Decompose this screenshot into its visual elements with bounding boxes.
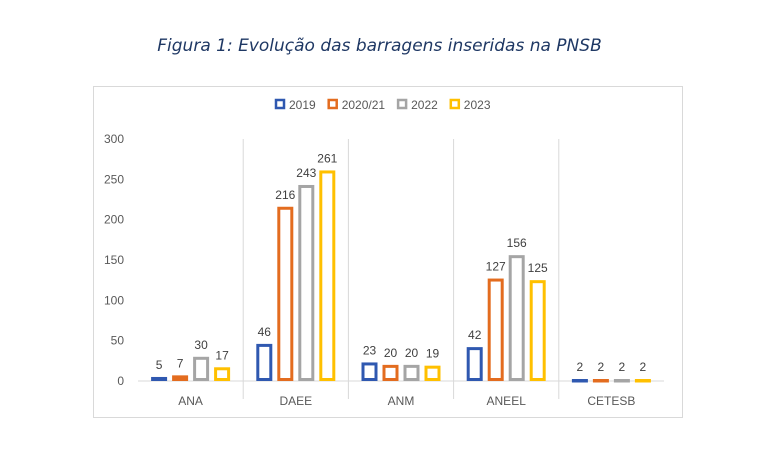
data-label: 243 xyxy=(296,166,316,180)
bar-2023-aneel xyxy=(529,280,546,382)
bar-2020-21-cetesb xyxy=(592,379,609,383)
data-label: 127 xyxy=(486,260,506,274)
data-label: 42 xyxy=(468,328,482,342)
data-label: 23 xyxy=(363,343,377,357)
bar-2023-cetesb xyxy=(634,379,651,383)
bar-2022-cetesb xyxy=(613,379,630,383)
legend-swatch xyxy=(396,98,408,110)
data-label: 46 xyxy=(258,325,272,339)
y-tick-label: 150 xyxy=(104,253,124,267)
legend-swatch xyxy=(274,98,286,110)
y-tick-label: 300 xyxy=(104,132,124,146)
data-label: 2 xyxy=(577,360,584,374)
chart-area: 0 50 100 150 200 250 300 5 7 30 17 ANA 46 216 243 261 DA… xyxy=(93,86,683,418)
legend-swatch xyxy=(449,98,461,110)
bar-2019-aneel xyxy=(466,347,483,381)
bar-2023-ana xyxy=(214,367,231,381)
legend-entry: 2019 xyxy=(289,98,316,112)
y-tick-label: 50 xyxy=(111,334,125,348)
bar-2022-aneel xyxy=(508,255,525,381)
bar-2019-ana xyxy=(151,376,168,382)
legend-entry: 2023 xyxy=(464,98,491,112)
data-label: 261 xyxy=(317,151,337,165)
bar-2020-21-daee xyxy=(277,206,294,382)
data-label: 7 xyxy=(177,356,184,370)
bar-2020-21-aneel xyxy=(487,278,504,381)
data-label: 156 xyxy=(507,236,527,250)
figure-title: Figura 1: Evolução das barragens inserid… xyxy=(157,36,602,56)
bar-2023-daee xyxy=(319,170,336,381)
data-label: 30 xyxy=(194,338,208,352)
data-label: 20 xyxy=(405,346,419,360)
category-label-aneel: ANEEL xyxy=(487,394,527,408)
data-label: 2 xyxy=(619,360,626,374)
bar-2022-daee xyxy=(298,184,315,382)
category-label-anm: ANM xyxy=(388,394,415,408)
y-tick-label: 0 xyxy=(117,374,124,388)
bar-2022-ana xyxy=(193,356,210,381)
bar-2019-daee xyxy=(256,343,273,382)
category-label-ana: ANA xyxy=(178,394,203,408)
data-label: 17 xyxy=(215,348,229,362)
data-label: 125 xyxy=(528,261,548,275)
y-tick-label: 200 xyxy=(104,213,124,227)
bar-2020-21-anm xyxy=(382,364,399,382)
legend-entry: 2020/21 xyxy=(342,98,386,112)
y-tick-label: 250 xyxy=(104,172,124,186)
y-tick-label: 100 xyxy=(104,293,124,307)
data-label: 19 xyxy=(426,347,440,361)
bar-2023-anm xyxy=(424,365,441,382)
category-label-daee: DAEE xyxy=(279,394,312,408)
bar-2019-cetesb xyxy=(571,379,588,383)
bar-2019-anm xyxy=(361,362,378,381)
bar-2020-21-ana xyxy=(172,375,189,381)
data-label: 20 xyxy=(384,346,398,360)
legend-swatch xyxy=(327,98,338,110)
legend-entry: 2022 xyxy=(411,98,438,112)
data-label: 5 xyxy=(156,358,163,372)
data-label: 2 xyxy=(640,360,647,374)
bar-2022-anm xyxy=(403,364,420,382)
category-label-cetesb: CETESB xyxy=(587,394,635,408)
data-label: 216 xyxy=(275,188,295,202)
data-label: 2 xyxy=(598,360,605,374)
